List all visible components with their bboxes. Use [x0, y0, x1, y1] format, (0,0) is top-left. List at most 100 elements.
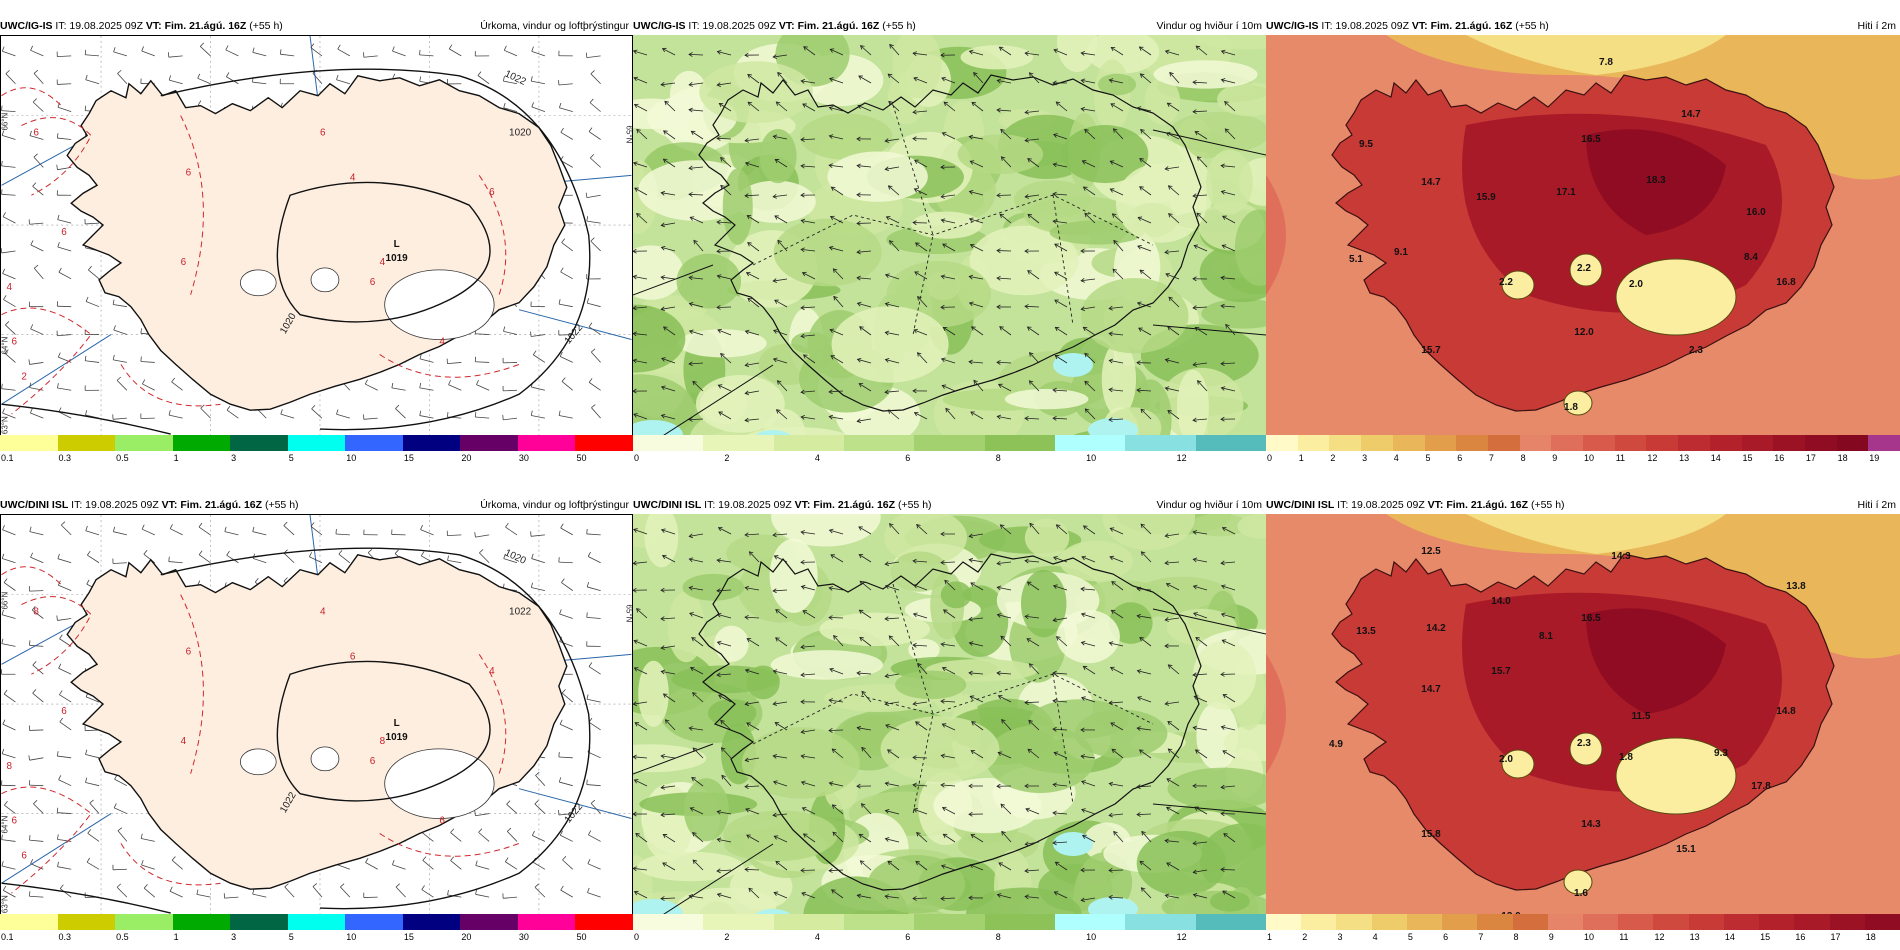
temperature-label: 1.8: [1564, 402, 1578, 413]
colorbar-tick-label: 11: [1619, 932, 1629, 942]
colorbar-swatch: [1125, 435, 1196, 451]
colorbar-tick-label: 8: [995, 932, 1001, 942]
colorbar-swatch: [345, 435, 403, 451]
precip-contour-label: 4: [489, 666, 495, 677]
colorbar-swatch: [773, 435, 844, 451]
colorbar-tick-label: 0.3: [58, 932, 72, 942]
valid-time: VT: Fim. 21.ágú. 16Z: [778, 20, 880, 32]
precip-map: L 1019 1020 1022 1020 1022 6 6 4 6 4 6 2 6 4 6 4 6 6 66°N 64…: [0, 35, 633, 450]
precip-contour-label: 8: [380, 736, 386, 747]
precip-contour-label: 6: [350, 651, 356, 662]
colorbar-swatch: [575, 435, 634, 451]
colorbar-tick-label: 10: [346, 932, 357, 942]
precip-contour-label: 4: [7, 282, 13, 293]
colorbar-swatch: [1709, 435, 1742, 451]
colorbar-tick-label: 6: [1457, 453, 1463, 463]
colorbar-tick-label: 5: [288, 453, 294, 463]
colorbar-tick-label: 8: [1520, 453, 1526, 463]
lead-time: (+55 h): [882, 20, 916, 32]
lead-time: (+55 h): [1530, 499, 1565, 511]
temperature-label: 1.6: [1574, 888, 1588, 899]
colorbar-tick-label: 6: [1443, 932, 1449, 942]
colorbar-tick-label: 0.1: [1, 453, 14, 463]
temperature-label: 16.5: [1581, 134, 1601, 145]
panel-header: UWC/IG-IS IT: 19.08.2025 09Z VT: Fim. 21…: [633, 18, 916, 34]
colorbar-tick-label: 0.5: [116, 932, 129, 942]
colorbar-tick-label: 3: [231, 453, 237, 463]
colorbar-tick-label: 5: [288, 932, 294, 942]
colorbar-tick-label: 30: [518, 932, 529, 942]
colorbar-swatch: [703, 914, 774, 930]
colorbar-swatch: [1582, 914, 1619, 930]
colorbar-tick-label: 15: [403, 932, 414, 942]
colorbar-tick-label: 1: [173, 453, 179, 463]
lead-time: (+55 h): [249, 20, 283, 32]
colorbar-tick-label: 9: [1548, 932, 1554, 942]
colorbar-tick-label: 14: [1724, 932, 1735, 942]
colorbar-ticks: 0 1 2 3 4 5 6 7 8 9 10 11 12 13 14 15 16 17 18 19: [1266, 452, 1900, 464]
temperature-label: 14.7: [1681, 109, 1701, 120]
precip-contour-label: 6: [370, 756, 376, 767]
precip-contour-label: 6: [11, 337, 17, 348]
colorbar-tick-label: 8: [1513, 932, 1519, 942]
colorbar-tick-label: 10: [1584, 453, 1595, 463]
temperature-label: 18.3: [1646, 175, 1666, 186]
colorbar-tick-label: 3: [1362, 453, 1368, 463]
colorbar-swatch: [57, 914, 116, 930]
row1-wind-panel: UWC/IG-IS IT: 19.08.2025 09Z VT: Fim. 21…: [633, 18, 1266, 464]
temperature-label: 4.9: [1329, 739, 1343, 750]
colorbar-tick-label: 10: [1086, 932, 1097, 942]
colorbar-tick-label: 6: [905, 932, 911, 942]
temperature-label: 16.8: [1776, 277, 1796, 288]
colorbar-swatch: [1512, 914, 1548, 930]
colorbar-tick-label: 0: [634, 453, 640, 463]
colorbar-swatch: [1519, 435, 1552, 451]
precip-contour-label: 6: [61, 227, 67, 238]
colorbar-ticks: 0.1 0.3 0.5 1 3 5 10 15 20 30 50: [0, 452, 633, 464]
valid-time: VT: Fim. 21.ágú. 16Z: [161, 499, 263, 511]
panel-header: UWC/DINI ISL IT: 19.08.2025 09Z VT: Fim.…: [633, 497, 932, 513]
model-name: UWC/DINI ISL: [0, 499, 69, 511]
panel-header: UWC/DINI ISL IT: 19.08.2025 09Z VT: Fim.…: [0, 497, 299, 513]
colorbar-tick-label: 19: [1869, 453, 1880, 463]
colorbar-swatch: [460, 914, 518, 930]
colorbar-swatch: [1547, 914, 1583, 930]
colorbar: [1266, 435, 1900, 451]
temp-map: 7.8 9.5 14.7 16.5 14.7 15.9 17.1 18.3 16.0 9.1 5.1…: [1266, 35, 1900, 450]
temperature-label: 14.2: [1426, 623, 1446, 634]
panel-title: Hiti í 2m: [1857, 499, 1896, 511]
colorbar-tick-label: 30: [518, 453, 529, 463]
colorbar: [0, 914, 634, 930]
colorbar-tick-label: 12: [1654, 932, 1665, 942]
colorbar-tick-label: 0.1: [1, 932, 14, 942]
colorbar-swatch: [460, 435, 518, 451]
colorbar-swatch: [633, 435, 704, 451]
colorbar-tick-label: 17: [1805, 453, 1816, 463]
temperature-label: 2.0: [1629, 279, 1643, 290]
colorbar-swatch: [517, 914, 576, 930]
colorbar-tick-label: 15: [1760, 932, 1771, 942]
temperature-label: 8.4: [1744, 252, 1758, 263]
colorbar-swatch: [1054, 914, 1126, 930]
latitude-label: 63°N: [1, 416, 9, 434]
colorbar: [633, 914, 1266, 930]
precip-map: L 1019 1022 1020 1022 1022 8 6 8 6 6 4 6 4 8 6 6 4 6 66°N 64…: [0, 514, 633, 929]
colorbar-swatch: [402, 914, 461, 930]
colorbar-tick-label: 1: [1267, 932, 1273, 942]
colorbar-swatch: [1125, 914, 1196, 930]
colorbar-swatch: [914, 914, 985, 930]
colorbar-tick-label: 12: [1176, 453, 1187, 463]
colorbar-swatch: [1406, 914, 1443, 930]
colorbar-swatch: [0, 435, 58, 451]
colorbar-tick-label: 2: [1330, 453, 1336, 463]
temperature-label: 9.5: [1359, 139, 1373, 150]
colorbar-tick-label: 9: [1552, 453, 1558, 463]
colorbar: [633, 435, 1266, 451]
temperature-label: 12.5: [1421, 546, 1441, 557]
colorbar: [1266, 914, 1900, 930]
iceland-coast: [698, 553, 1202, 891]
precip-contour-label: 8: [7, 761, 13, 772]
low-pressure-symbol: L: [394, 718, 400, 729]
wind-map: [633, 35, 1266, 450]
colorbar-swatch: [984, 435, 1055, 451]
